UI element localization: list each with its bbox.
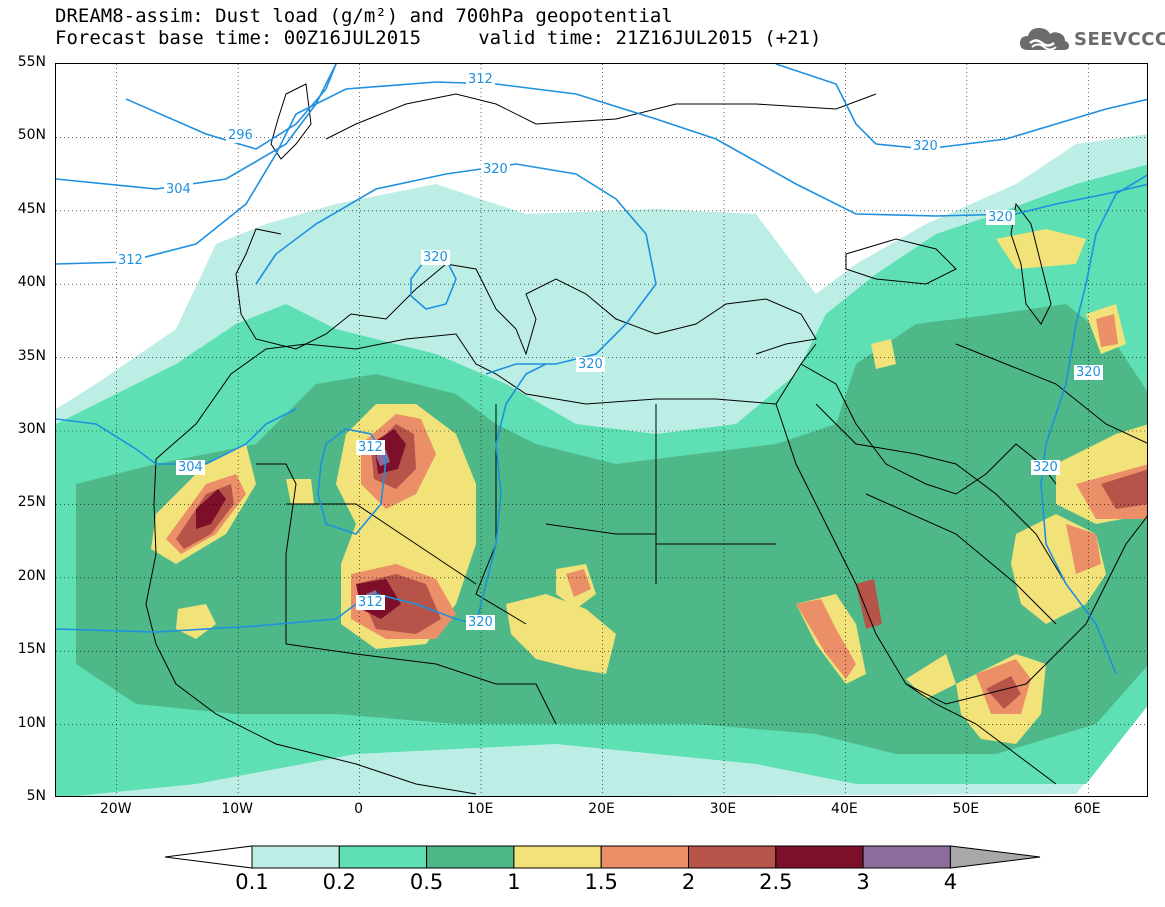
latitude-label: 10N	[17, 714, 46, 731]
contour-304-west	[56, 64, 337, 190]
longitude-label: 50E	[952, 801, 980, 817]
latitude-label: 40N	[17, 274, 46, 291]
border-africa-5	[655, 404, 776, 545]
longitude-label: 60E	[1073, 801, 1101, 817]
latitude-label: 30N	[17, 421, 46, 437]
contour-label: 320	[1074, 365, 1103, 380]
coastline-red-sea	[775, 403, 1147, 705]
coastline-europe	[235, 228, 817, 356]
colorbar-tick-label: 3	[856, 870, 870, 894]
contour-312-east	[1040, 174, 1147, 675]
dust-shading	[56, 134, 1147, 796]
colorbar-tick-label: 1	[507, 870, 521, 894]
map-canvas	[56, 64, 1147, 796]
contour-label: 320	[911, 139, 940, 154]
latitude-label: 55N	[17, 54, 46, 70]
contour-label: 320	[576, 357, 605, 372]
contour-label: 304	[176, 460, 205, 475]
longitude-label: 10W	[221, 801, 253, 817]
forecast-time-line: Forecast base time: 00Z16JUL2015 valid t…	[55, 27, 822, 49]
colorbar-over-arrow	[949, 845, 1041, 869]
colorbar-segment	[338, 845, 428, 869]
contour-label: 296	[226, 128, 255, 143]
border-africa-6	[285, 643, 557, 725]
contour-label: 312	[356, 595, 385, 610]
contour-label: 320	[466, 615, 495, 630]
contour-label: 312	[356, 440, 385, 455]
contour-label: 320	[986, 210, 1015, 225]
latitude-label: 25N	[17, 494, 46, 511]
dust-band-0.5	[76, 304, 1147, 754]
colorbar-tick-label: 0.1	[235, 870, 269, 894]
colorbar-segment	[251, 845, 340, 869]
chart-title: DREAM8-assim: Dust load (g/m²) and 700hP…	[55, 5, 673, 27]
colorbar-under-arrow	[164, 845, 253, 869]
latitude-label: 20N	[17, 567, 46, 584]
latitude-label: 50N	[17, 127, 46, 144]
colorbar-segment	[600, 845, 690, 869]
cloud-icon	[1020, 28, 1069, 51]
border-africa-1	[256, 463, 297, 644]
longitude-label: 40E	[831, 801, 858, 817]
border-africa-3	[475, 404, 527, 625]
contour-label: 312	[116, 253, 145, 268]
contour-320-egypt	[475, 363, 547, 625]
contour-296	[125, 64, 337, 150]
contour-label: 312	[466, 72, 495, 87]
longitude-label: 20E	[588, 801, 615, 817]
colorbar-tick-label: 4	[943, 870, 958, 894]
dust-load-map[interactable]: 296 304 312 320 312 320 320 304 312 320 320 320 320 3…	[55, 63, 1148, 797]
logo-text: SEEVCCC	[1074, 28, 1165, 50]
coastline-uk	[270, 83, 312, 160]
coastline-north	[325, 93, 877, 140]
longitude-label: 0	[354, 801, 364, 817]
longitude-label: 30E	[709, 801, 737, 817]
coastline-arabia	[800, 363, 1057, 495]
colorbar-tick-label: 2.5	[759, 870, 793, 894]
contour-312-west	[56, 81, 1147, 265]
border-africa-4	[545, 523, 657, 584]
colorbar-tick-label: 0.2	[322, 870, 356, 894]
border-iran	[955, 343, 1147, 444]
longitude-label: 20W	[99, 801, 132, 817]
contour-label: 304	[164, 182, 193, 197]
contour-304-east	[775, 64, 1147, 150]
coastline-north-africa	[155, 333, 817, 460]
contour-label: 320	[1031, 460, 1060, 475]
colorbar-segment	[426, 845, 515, 869]
contour-label: 320	[421, 250, 450, 265]
latitude-label: 15N	[17, 641, 46, 658]
contour-320-north	[255, 163, 657, 375]
coastline-caspian	[1010, 202, 1052, 325]
latitude-label: 45N	[17, 200, 46, 217]
border-arabia	[865, 493, 1057, 625]
coastline-black-sea	[845, 238, 957, 285]
colorbar-segment	[513, 845, 602, 869]
contour-label: 320	[481, 162, 510, 177]
colorbar-tick-label: 2	[681, 870, 696, 894]
colorbar-segment	[862, 845, 951, 869]
coastline-horn	[905, 683, 1057, 785]
coastline-west-africa	[145, 458, 477, 795]
colorbar-segment	[775, 845, 864, 869]
longitude-label: 10E	[466, 801, 494, 817]
latitude-label: 5N	[26, 788, 46, 804]
latitude-label: 35N	[17, 347, 46, 364]
colorbar-segment	[688, 845, 777, 869]
contour-320-loop	[317, 428, 387, 535]
colorbar-tick-label: 1.5	[584, 870, 618, 894]
seevccc-logo: SEEVCCC	[1018, 22, 1165, 56]
colorbar-tick-label: 0.5	[409, 870, 444, 894]
country-borders	[145, 83, 1147, 795]
